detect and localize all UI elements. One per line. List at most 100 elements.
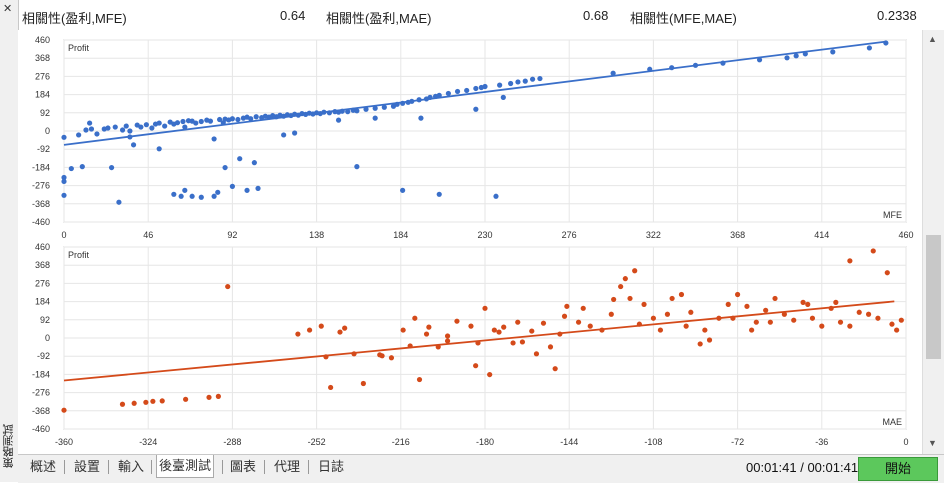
start-button[interactable]: 開始 xyxy=(858,457,938,481)
data-point xyxy=(753,319,759,325)
data-point xyxy=(678,291,685,298)
data-point xyxy=(805,301,811,307)
data-point xyxy=(575,319,582,325)
data-point xyxy=(416,376,423,383)
tab-chart[interactable]: 圖表 xyxy=(230,459,257,474)
data-point xyxy=(253,114,259,120)
data-point xyxy=(400,327,406,333)
x-tick-label: 184 xyxy=(393,230,408,240)
data-point xyxy=(61,178,67,185)
data-point xyxy=(295,331,301,337)
y-tick-label: 92 xyxy=(40,108,50,118)
tab-journal[interactable]: 日誌 xyxy=(318,459,345,474)
data-point xyxy=(669,295,675,302)
data-point xyxy=(149,125,155,131)
x-tick-label: 322 xyxy=(646,230,661,240)
data-point xyxy=(206,394,212,400)
y-tick-label: 368 xyxy=(35,53,50,63)
data-point xyxy=(497,82,503,88)
data-point xyxy=(632,268,638,274)
y-tick-label: 276 xyxy=(35,278,50,288)
y-axis-label: Profit xyxy=(68,43,90,53)
data-point xyxy=(547,344,554,350)
data-point xyxy=(464,87,470,94)
charts-area: 460 368 276 184 92 0 -92 -184 -276 -368 -460 0 46 92 1… xyxy=(18,30,922,454)
data-point xyxy=(482,305,488,311)
data-point xyxy=(454,318,460,324)
data-point xyxy=(143,122,149,128)
y-tick-label: 184 xyxy=(35,90,50,100)
data-point xyxy=(706,337,713,343)
vertical-scrollbar[interactable]: ▲ ▼ xyxy=(922,30,944,454)
x-axis-label: MFE xyxy=(883,210,902,220)
corr-mfe-mae-label: 相關性(MFE,MAE) xyxy=(630,11,737,26)
y-tick-label: -276 xyxy=(32,181,50,191)
y-tick-label: 368 xyxy=(35,260,50,270)
data-point xyxy=(454,88,461,95)
scrollbar-thumb[interactable] xyxy=(926,235,941,359)
data-point xyxy=(884,270,890,276)
data-point xyxy=(237,156,243,162)
charts-svg: 460 368 276 184 92 0 -92 -184 -276 -368 -460 0 46 92 1… xyxy=(32,35,914,447)
data-point xyxy=(493,193,499,199)
tab-separator xyxy=(222,460,223,474)
data-point xyxy=(119,401,126,407)
tab-backtest[interactable]: 後臺測試 xyxy=(156,455,215,478)
data-point xyxy=(138,124,144,130)
data-point xyxy=(749,327,755,333)
data-point xyxy=(725,301,731,307)
data-point xyxy=(496,329,502,335)
chevron-down-icon[interactable]: ▼ xyxy=(928,438,937,448)
data-point xyxy=(537,75,543,82)
data-point xyxy=(105,125,111,131)
y-tick-label: -460 xyxy=(32,217,50,227)
data-point xyxy=(664,311,671,317)
data-point xyxy=(156,120,162,126)
data-point xyxy=(702,327,708,333)
data-point xyxy=(215,189,221,195)
data-point xyxy=(360,380,366,387)
trend-line xyxy=(63,40,886,146)
data-point xyxy=(793,53,799,59)
data-point xyxy=(657,327,664,333)
data-point xyxy=(468,323,474,329)
close-icon[interactable]: ✕ xyxy=(3,3,13,15)
y-tick-label: -184 xyxy=(32,162,50,172)
x-tick-label: 0 xyxy=(903,437,908,447)
data-point xyxy=(207,118,214,124)
data-point xyxy=(211,193,217,199)
tab-settings[interactable]: 設置 xyxy=(74,459,101,474)
tab-inputs[interactable]: 輸入 xyxy=(118,459,145,474)
data-point xyxy=(112,124,118,130)
data-point xyxy=(116,199,122,205)
bottom-tab-bar: 概述 設置 輸入 後臺測試 圖表 代理 日誌 00:01:41 / 00:01:… xyxy=(18,454,944,483)
data-point xyxy=(744,303,750,309)
data-point xyxy=(248,116,254,122)
x-tick-label: -324 xyxy=(139,437,157,447)
data-point xyxy=(784,55,790,61)
x-tick-label: -216 xyxy=(392,437,410,447)
data-point xyxy=(515,79,521,85)
data-point xyxy=(482,83,488,90)
y-axis-label: Profit xyxy=(68,250,90,260)
data-point xyxy=(127,128,133,134)
data-point xyxy=(182,187,188,193)
data-point xyxy=(412,315,418,321)
data-point xyxy=(162,123,168,129)
corr-profit-mae-value: 0.68 xyxy=(583,8,609,23)
data-point xyxy=(372,105,378,111)
data-point xyxy=(222,164,228,171)
data-point xyxy=(564,303,570,309)
data-point xyxy=(894,327,900,333)
data-point xyxy=(345,109,351,115)
chevron-up-icon[interactable]: ▲ xyxy=(928,34,937,44)
tab-agents[interactable]: 代理 xyxy=(274,459,301,474)
data-point xyxy=(781,311,787,317)
tab-separator xyxy=(108,460,109,474)
data-point xyxy=(123,123,129,129)
tab-overview[interactable]: 概述 xyxy=(30,459,57,474)
data-point xyxy=(608,311,614,317)
data-point xyxy=(244,187,250,193)
data-point xyxy=(328,384,334,391)
data-point xyxy=(735,291,741,298)
